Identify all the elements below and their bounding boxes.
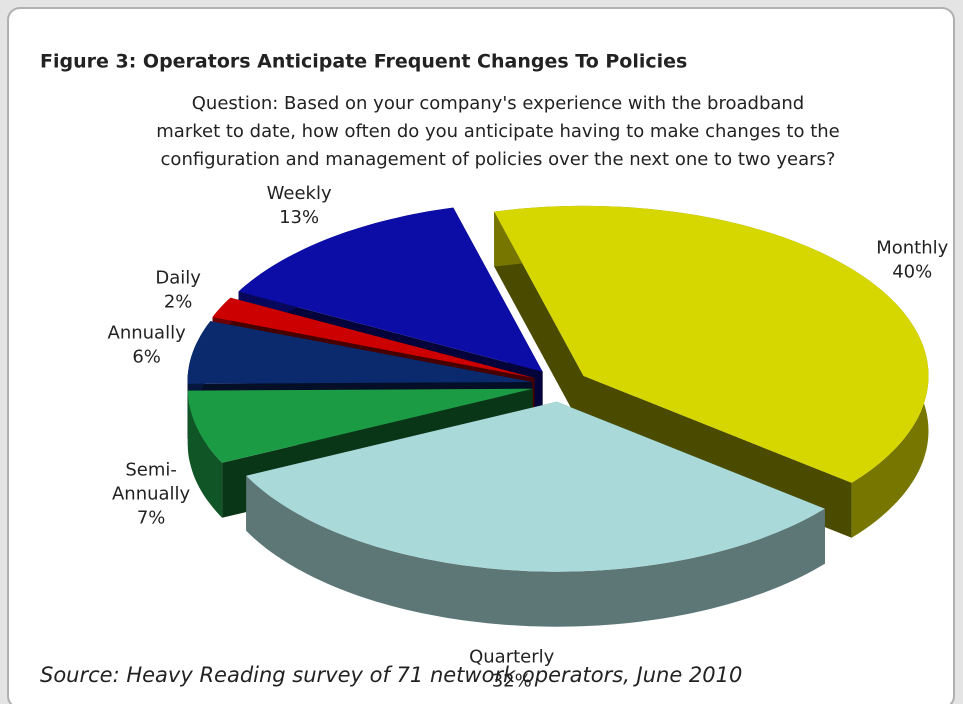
slice-wall <box>187 390 223 518</box>
category-label: Annually <box>112 484 191 505</box>
category-label: Quarterly <box>469 646 555 667</box>
category-label: Semi- <box>125 460 177 481</box>
slice-top <box>187 388 533 463</box>
category-label: Annually <box>108 322 187 343</box>
slice-top <box>187 321 533 384</box>
value-label: 2% <box>164 291 193 312</box>
data-label: Annually 6% <box>108 322 187 367</box>
data-label: Quarterly 32% <box>469 646 555 691</box>
subtitle-line: Question: Based on your company's experi… <box>192 93 804 114</box>
value-label: 6% <box>132 346 161 367</box>
slice-top <box>246 401 825 572</box>
subtitle-line: configuration and management of policies… <box>161 149 836 170</box>
slice-top <box>494 205 929 483</box>
value-label: 7% <box>137 508 166 529</box>
slice-side <box>494 211 584 431</box>
chart-title: Figure 3: Operators Anticipate Frequent … <box>40 51 687 73</box>
category-label: Weekly <box>267 183 332 204</box>
slice-top <box>238 207 543 372</box>
value-label: 40% <box>892 262 932 283</box>
data-label: Semi- Annually 7% <box>112 460 191 529</box>
slice-top <box>212 297 535 378</box>
category-label: Daily <box>155 267 201 288</box>
source: Source: Heavy Reading survey of 71 netwo… <box>40 663 742 687</box>
data-label: Monthly 40% <box>876 238 948 283</box>
value-label: 32% <box>492 670 532 691</box>
value-label: 13% <box>279 207 319 228</box>
data-label: Weekly 13% <box>267 183 332 228</box>
subtitle-line: market to date, how often do you anticip… <box>156 121 840 142</box>
slice-wall <box>246 475 825 627</box>
data-label: Daily 2% <box>155 267 201 312</box>
category-label: Monthly <box>876 238 948 259</box>
